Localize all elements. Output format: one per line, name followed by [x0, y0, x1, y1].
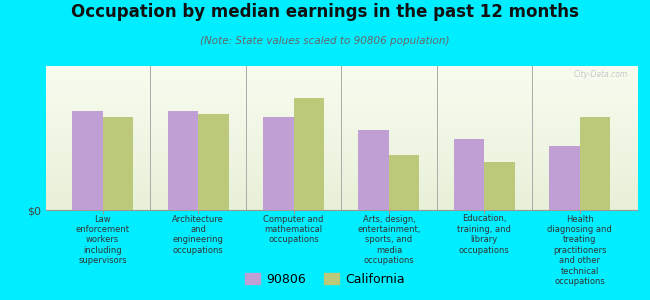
Text: Occupation by median earnings in the past 12 months: Occupation by median earnings in the pas…	[71, 3, 579, 21]
Bar	[263, 117, 294, 210]
Bar	[580, 117, 610, 210]
Bar	[484, 162, 515, 210]
Bar	[358, 130, 389, 210]
Text: City-Data.com: City-Data.com	[574, 70, 628, 79]
Text: Architecture
and
engineering
occupations: Architecture and engineering occupations	[172, 214, 224, 255]
Text: Health
diagnosing and
treating
practitioners
and other
technical
occupations: Health diagnosing and treating practitio…	[547, 214, 612, 286]
Text: (Note: State values scaled to 90806 population): (Note: State values scaled to 90806 popu…	[200, 36, 450, 46]
Bar	[389, 155, 419, 210]
Text: Education,
training, and
library
occupations: Education, training, and library occupat…	[458, 214, 512, 255]
Bar	[72, 111, 103, 210]
Legend: 90806, California: 90806, California	[240, 268, 410, 291]
Bar	[103, 117, 133, 210]
Text: Computer and
mathematical
occupations: Computer and mathematical occupations	[263, 214, 324, 244]
Bar	[198, 114, 229, 210]
Text: Arts, design,
entertainment,
sports, and
media
occupations: Arts, design, entertainment, sports, and…	[358, 214, 421, 265]
Bar	[294, 98, 324, 210]
Bar	[454, 139, 484, 210]
Bar	[549, 146, 580, 210]
Bar	[168, 111, 198, 210]
Text: Law
enforcement
workers
including
supervisors: Law enforcement workers including superv…	[76, 214, 130, 265]
